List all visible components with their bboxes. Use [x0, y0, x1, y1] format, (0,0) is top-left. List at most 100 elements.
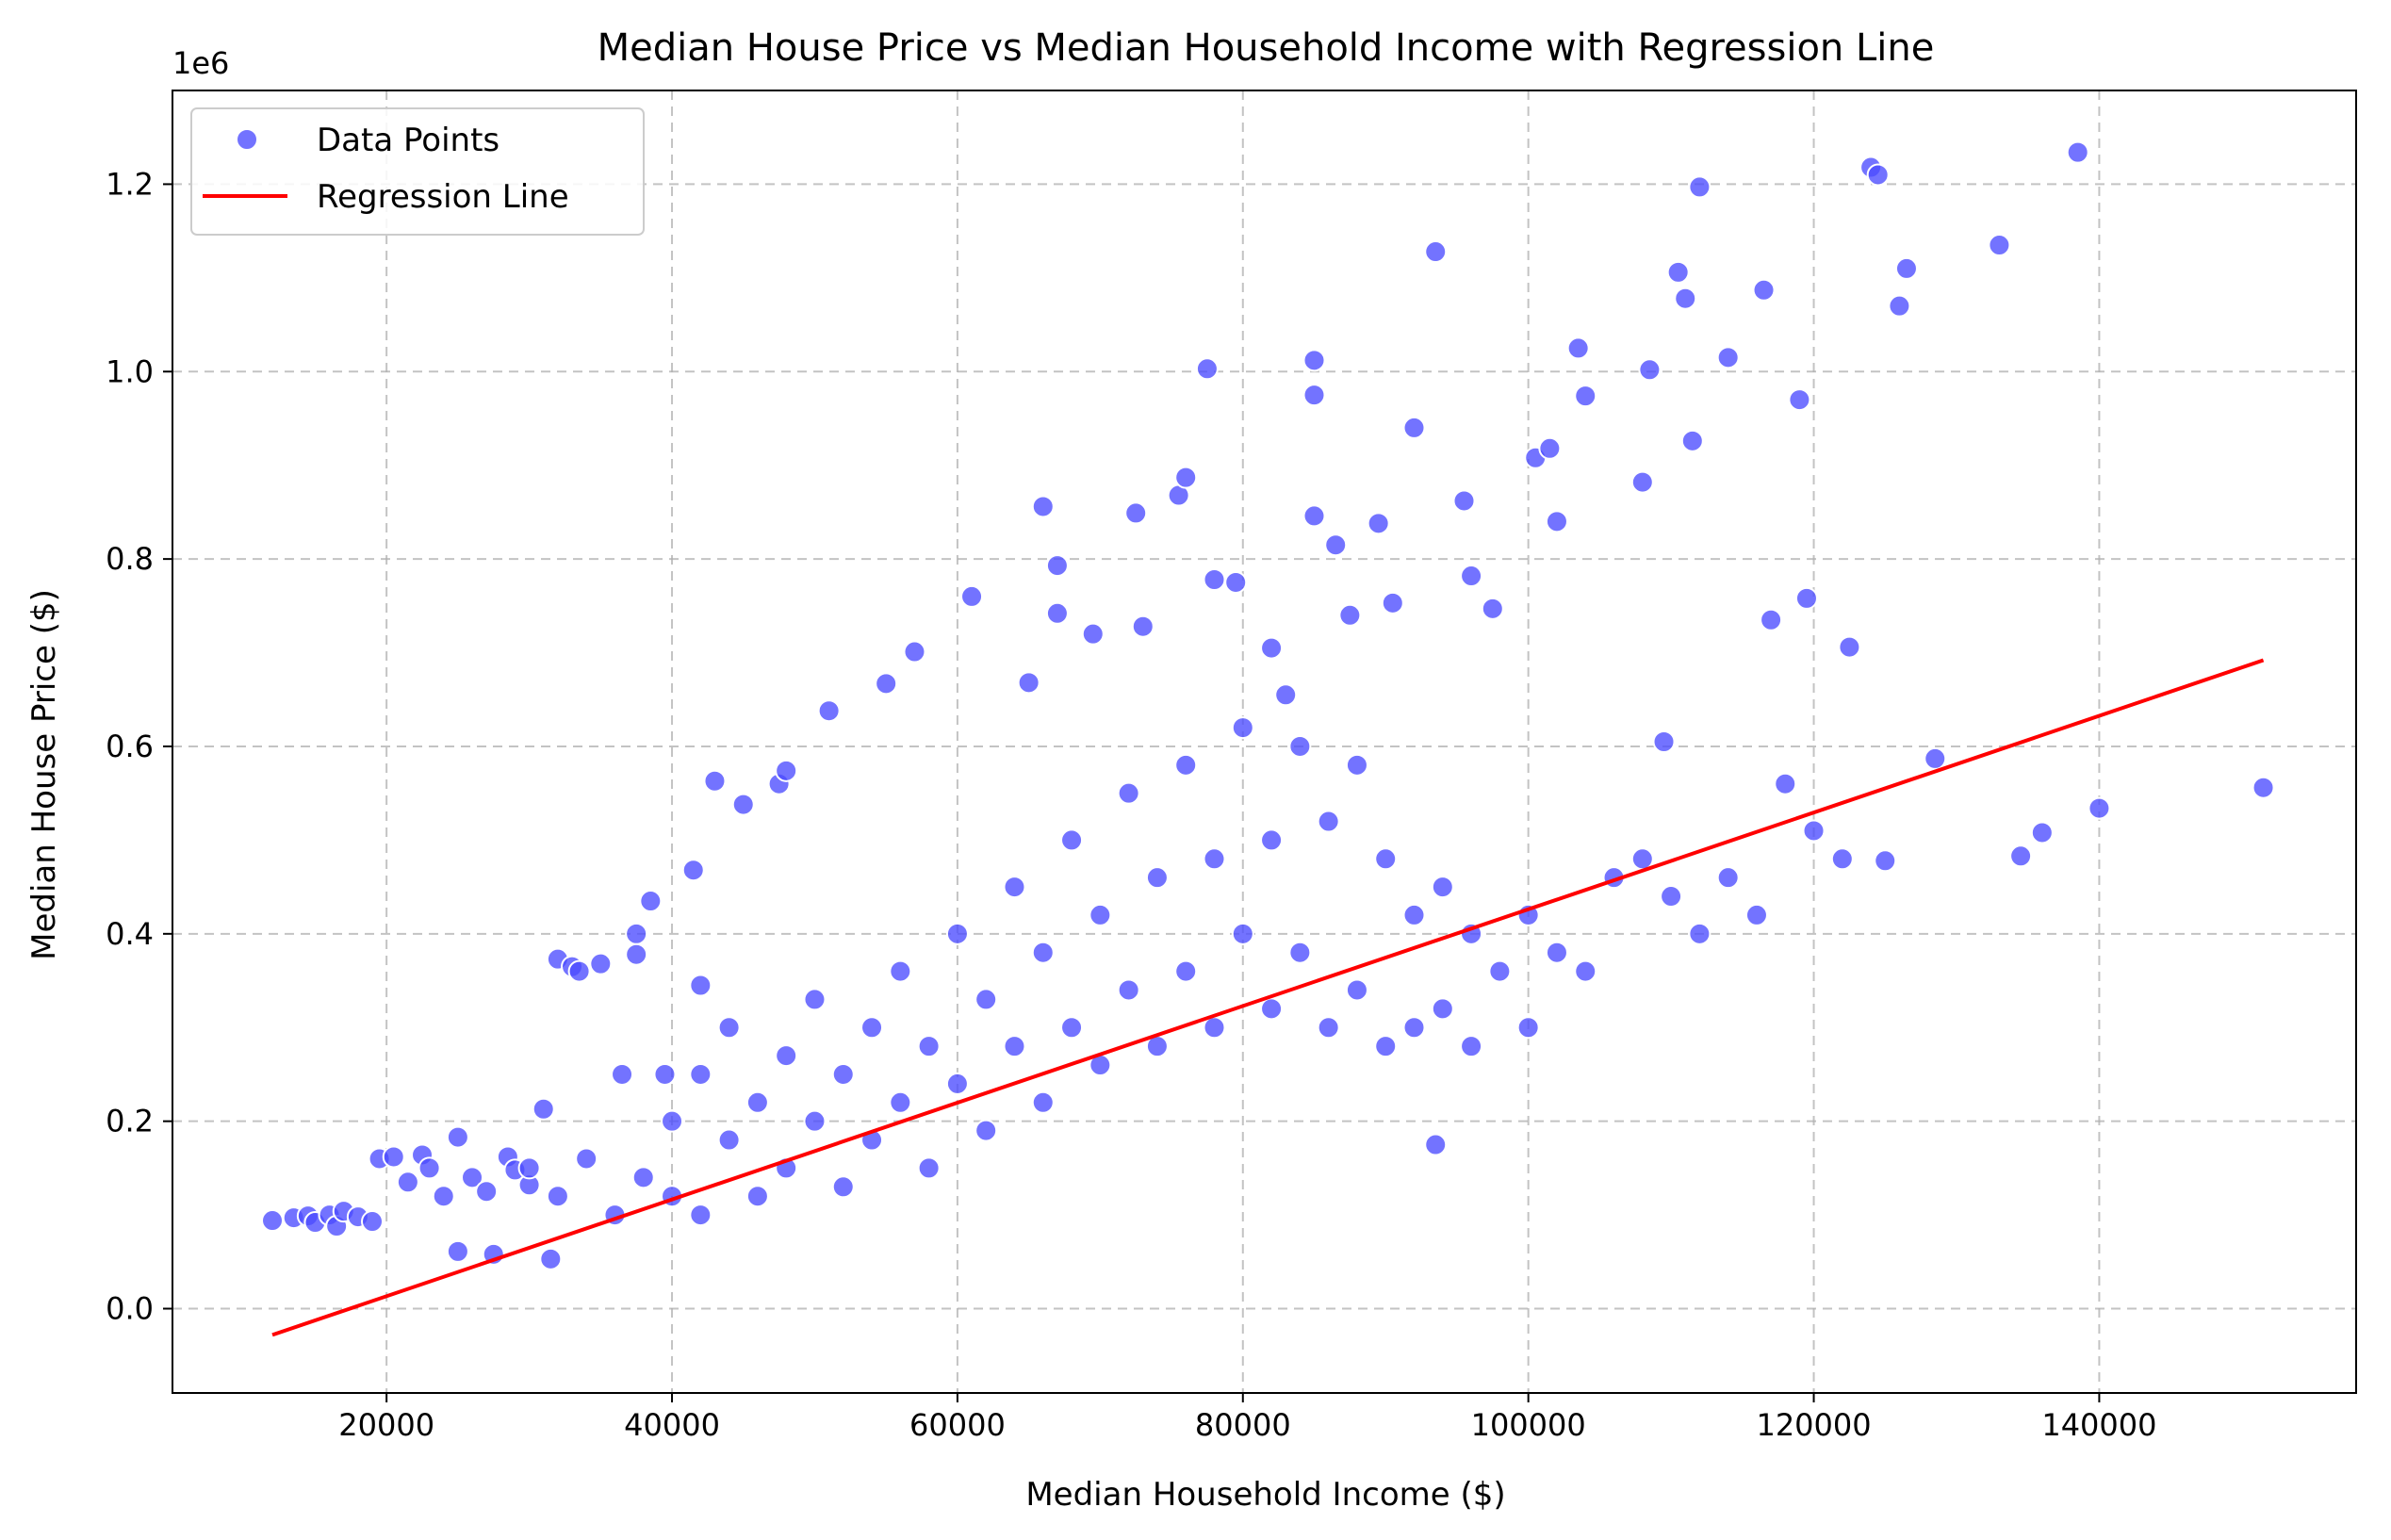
data-point [1516, 1016, 1540, 1040]
x-tick-label: 40000 [624, 1407, 720, 1443]
data-point [1402, 416, 1426, 439]
y-axis-label: Median House Price ($) [25, 589, 63, 960]
y-tick-label: 0.0 [106, 1291, 154, 1327]
data-point [1288, 734, 1312, 758]
data-point [1538, 436, 1562, 460]
x-tick-label: 100000 [1471, 1407, 1586, 1443]
data-point [1260, 997, 1284, 1021]
data-point [532, 1097, 555, 1121]
data-point [2252, 776, 2275, 799]
data-point [475, 1180, 499, 1204]
data-point [1381, 591, 1404, 614]
data-point [1716, 866, 1740, 890]
data-point [681, 859, 705, 882]
data-point [1288, 941, 1312, 964]
legend-label-data-points: Data Points [317, 122, 499, 159]
data-point [717, 1128, 741, 1152]
data-point [611, 1062, 634, 1086]
data-point [575, 1147, 598, 1171]
data-point [1045, 554, 1069, 578]
y-tick-label: 0.2 [106, 1104, 154, 1139]
data-point [889, 959, 912, 983]
data-point [1124, 501, 1148, 525]
data-point [382, 1145, 405, 1169]
data-point [1481, 597, 1504, 620]
data-point [446, 1125, 469, 1149]
data-point [974, 1119, 998, 1142]
data-point [361, 1210, 385, 1234]
data-point [803, 1109, 827, 1133]
data-point [517, 1156, 541, 1180]
data-point [625, 942, 648, 966]
data-point [1089, 903, 1112, 926]
data-point [1660, 885, 1683, 909]
data-point [1545, 510, 1568, 533]
data-point [1788, 388, 1811, 412]
data-point [1424, 240, 1448, 264]
data-point [1760, 608, 1783, 631]
legend-box [190, 107, 645, 236]
data-point [803, 988, 827, 1011]
data-point [1574, 959, 1597, 983]
data-point [974, 988, 998, 1011]
data-point [1431, 997, 1454, 1021]
data-point [446, 1239, 469, 1263]
y-axis: 0.0 0.2 0.4 0.6 0.8 1.0 1.2 [106, 166, 172, 1327]
data-point [1060, 1016, 1084, 1040]
data-point [2066, 140, 2089, 164]
data-point [1680, 429, 1704, 452]
data-point [639, 890, 663, 913]
x-tick-label: 60000 [909, 1407, 1006, 1443]
data-point [1774, 772, 1797, 795]
regression-line [271, 658, 2265, 1337]
data-point [1716, 346, 1740, 369]
data-point [1674, 287, 1697, 310]
data-point [1460, 565, 1483, 588]
data-point [1374, 847, 1398, 871]
legend-marker-data-points [236, 128, 258, 151]
data-point [717, 1016, 741, 1040]
y-tick-label: 0.4 [106, 916, 154, 952]
data-point [1203, 1016, 1226, 1040]
data-point [2009, 844, 2033, 868]
data-point [1574, 385, 1597, 408]
data-point [1744, 903, 1768, 926]
data-point [1302, 504, 1326, 528]
data-point [1231, 716, 1254, 740]
data-point [903, 640, 926, 664]
data-point [2030, 821, 2054, 844]
data-point [1224, 570, 1248, 594]
data-point [860, 1016, 884, 1040]
data-point [432, 1185, 455, 1208]
data-point [631, 1166, 655, 1189]
data-point [1317, 1016, 1340, 1040]
data-point [1203, 567, 1226, 591]
data-point [461, 1166, 484, 1189]
data-point [1545, 941, 1568, 964]
data-point [653, 1062, 677, 1086]
y-tick-label: 1.0 [106, 353, 154, 389]
data-point [1888, 294, 1911, 318]
data-point [1924, 746, 1947, 770]
plot-frame [172, 90, 2357, 1394]
scatter-points [261, 140, 2275, 1270]
data-point [1452, 489, 1476, 513]
data-point [589, 952, 613, 975]
data-point [1302, 349, 1326, 372]
data-point [831, 1062, 855, 1086]
data-point [1317, 810, 1340, 833]
data-point [817, 699, 841, 723]
data-point [396, 1171, 419, 1194]
x-tick-label: 120000 [1756, 1407, 1871, 1443]
data-point [1874, 849, 1897, 873]
data-point [1666, 260, 1690, 284]
x-tick-label: 80000 [1195, 1407, 1291, 1443]
data-point [960, 584, 984, 608]
data-point [1003, 1035, 1026, 1058]
data-point [1345, 978, 1368, 1002]
data-point [539, 1247, 563, 1270]
data-point [917, 1035, 941, 1058]
data-point [1630, 470, 1654, 494]
data-point [567, 959, 591, 983]
data-point [1838, 635, 1861, 659]
